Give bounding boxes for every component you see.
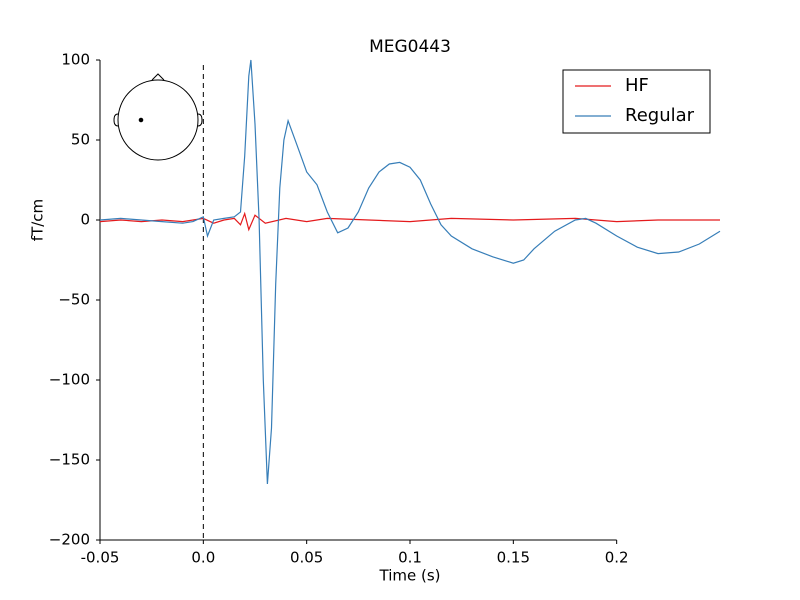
x-tick-label: 0.05 <box>290 549 323 567</box>
legend-label: Regular <box>625 105 695 126</box>
x-tick-label: 0.15 <box>497 549 530 567</box>
y-tick-label: −200 <box>49 531 90 549</box>
x-tick-label: 0.0 <box>191 549 215 567</box>
y-tick-label: 0 <box>80 211 90 229</box>
line-series <box>99 59 721 485</box>
y-tick-label: −150 <box>49 451 90 469</box>
legend: HF Regular <box>562 69 711 134</box>
y-tick-label: 50 <box>71 131 90 149</box>
x-tick-label: 0.1 <box>398 549 422 567</box>
x-tick-label: 0.2 <box>605 549 629 567</box>
x-tick-label: -0.05 <box>81 549 120 567</box>
legend-frame <box>562 69 711 134</box>
legend-label: HF <box>625 75 649 96</box>
y-tick-label: −50 <box>58 291 90 309</box>
chart-title: MEG0443 <box>369 37 451 57</box>
y-tick-label: −100 <box>49 371 90 389</box>
x-axis-label: Time (s) <box>379 567 441 585</box>
line-series <box>99 211 720 232</box>
head-icon <box>113 73 203 161</box>
y-axis-label: fT/cm <box>29 199 47 241</box>
y-tick-label: 100 <box>61 51 90 69</box>
